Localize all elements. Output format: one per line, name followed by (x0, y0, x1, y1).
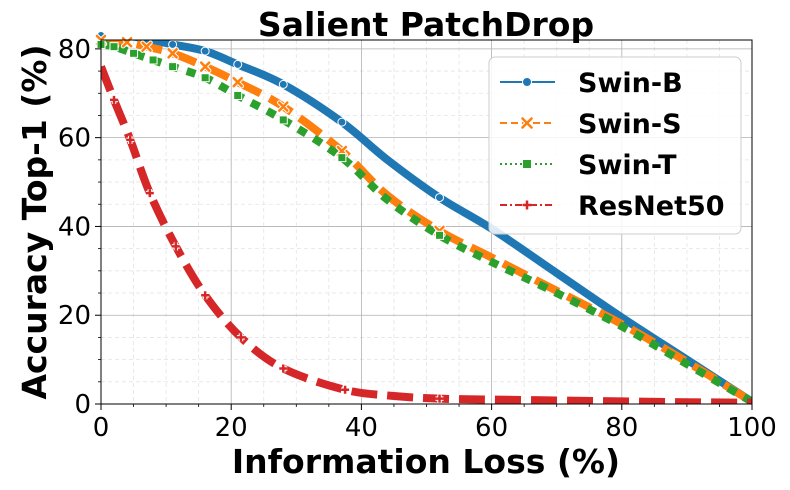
data-point-swin-s (198, 60, 212, 73)
data-point-resnet50 (201, 291, 210, 300)
data-point-resnet50 (126, 135, 135, 144)
x-axis-label: Information Loss (%) (232, 442, 620, 481)
ticks-layer: 0 20 40 60 80 100 0 20 40 60 80 (58, 35, 777, 443)
x-tick-label: 80 (605, 413, 638, 443)
y-tick-label: 0 (74, 390, 91, 420)
data-point-swin-b (435, 193, 445, 203)
x-tick-label: 0 (93, 413, 110, 443)
data-point-swin-t (233, 90, 243, 100)
data-point-resnet50 (435, 394, 444, 403)
data-point-swin-s (140, 40, 153, 53)
x-tick-label: 20 (215, 413, 248, 443)
y-tick-label: 60 (58, 124, 91, 154)
x-tick-label: 60 (475, 413, 508, 443)
legend-marker-swin-b (522, 77, 532, 87)
x-tick-label: 100 (727, 413, 777, 443)
data-point-resnet50 (145, 189, 154, 198)
y-tick-label: 80 (58, 35, 91, 65)
y-tick-label: 40 (58, 212, 91, 242)
data-point-swin-s (120, 35, 134, 49)
series-line-resnet50 (101, 65, 752, 404)
data-point-resnet50 (236, 333, 245, 342)
y-tick-label: 20 (58, 301, 91, 331)
data-point-swin-t (168, 62, 178, 72)
data-point-swin-t (278, 115, 288, 125)
data-point-swin-b (200, 46, 210, 56)
legend-marker-swin-t (522, 159, 532, 169)
legend-marker-resnet50 (522, 200, 532, 210)
data-point-resnet50 (171, 242, 180, 251)
data-point-swin-t (148, 55, 158, 65)
data-point-swin-t (109, 42, 119, 52)
data-point-swin-t (200, 73, 210, 83)
legend-label-swin-s: Swin-S (578, 109, 682, 140)
data-point-swin-s (166, 47, 179, 60)
data-point-swin-s (277, 100, 290, 113)
x-tick-label: 40 (345, 413, 378, 443)
data-point-swin-t (337, 153, 347, 163)
data-point-resnet50 (341, 385, 350, 394)
series-line-swin-b (129, 40, 752, 404)
data-point-swin-b (278, 79, 288, 89)
data-point-swin-s (231, 75, 244, 89)
data-point-swin-b (168, 39, 178, 49)
data-point-resnet50 (279, 364, 288, 373)
data-point-swin-t (435, 230, 445, 240)
data-point-swin-b (337, 117, 347, 127)
data-point-swin-b (233, 59, 243, 69)
legend-label-swin-b: Swin-B (578, 68, 683, 99)
legend-marker-swin-s (520, 116, 534, 130)
legend-label-swin-t: Swin-T (578, 150, 677, 181)
legend-box (488, 56, 742, 235)
data-point-resnet50 (110, 95, 119, 104)
y-axis-label: Accuracy Top-1 (%) (15, 44, 54, 399)
legend: Swin-B Swin-S Swin-T ResNet50 (488, 56, 742, 235)
chart-title: Salient PatchDrop (258, 5, 594, 44)
data-point-swin-t (129, 48, 139, 58)
legend-label-resnet50: ResNet50 (578, 191, 725, 222)
